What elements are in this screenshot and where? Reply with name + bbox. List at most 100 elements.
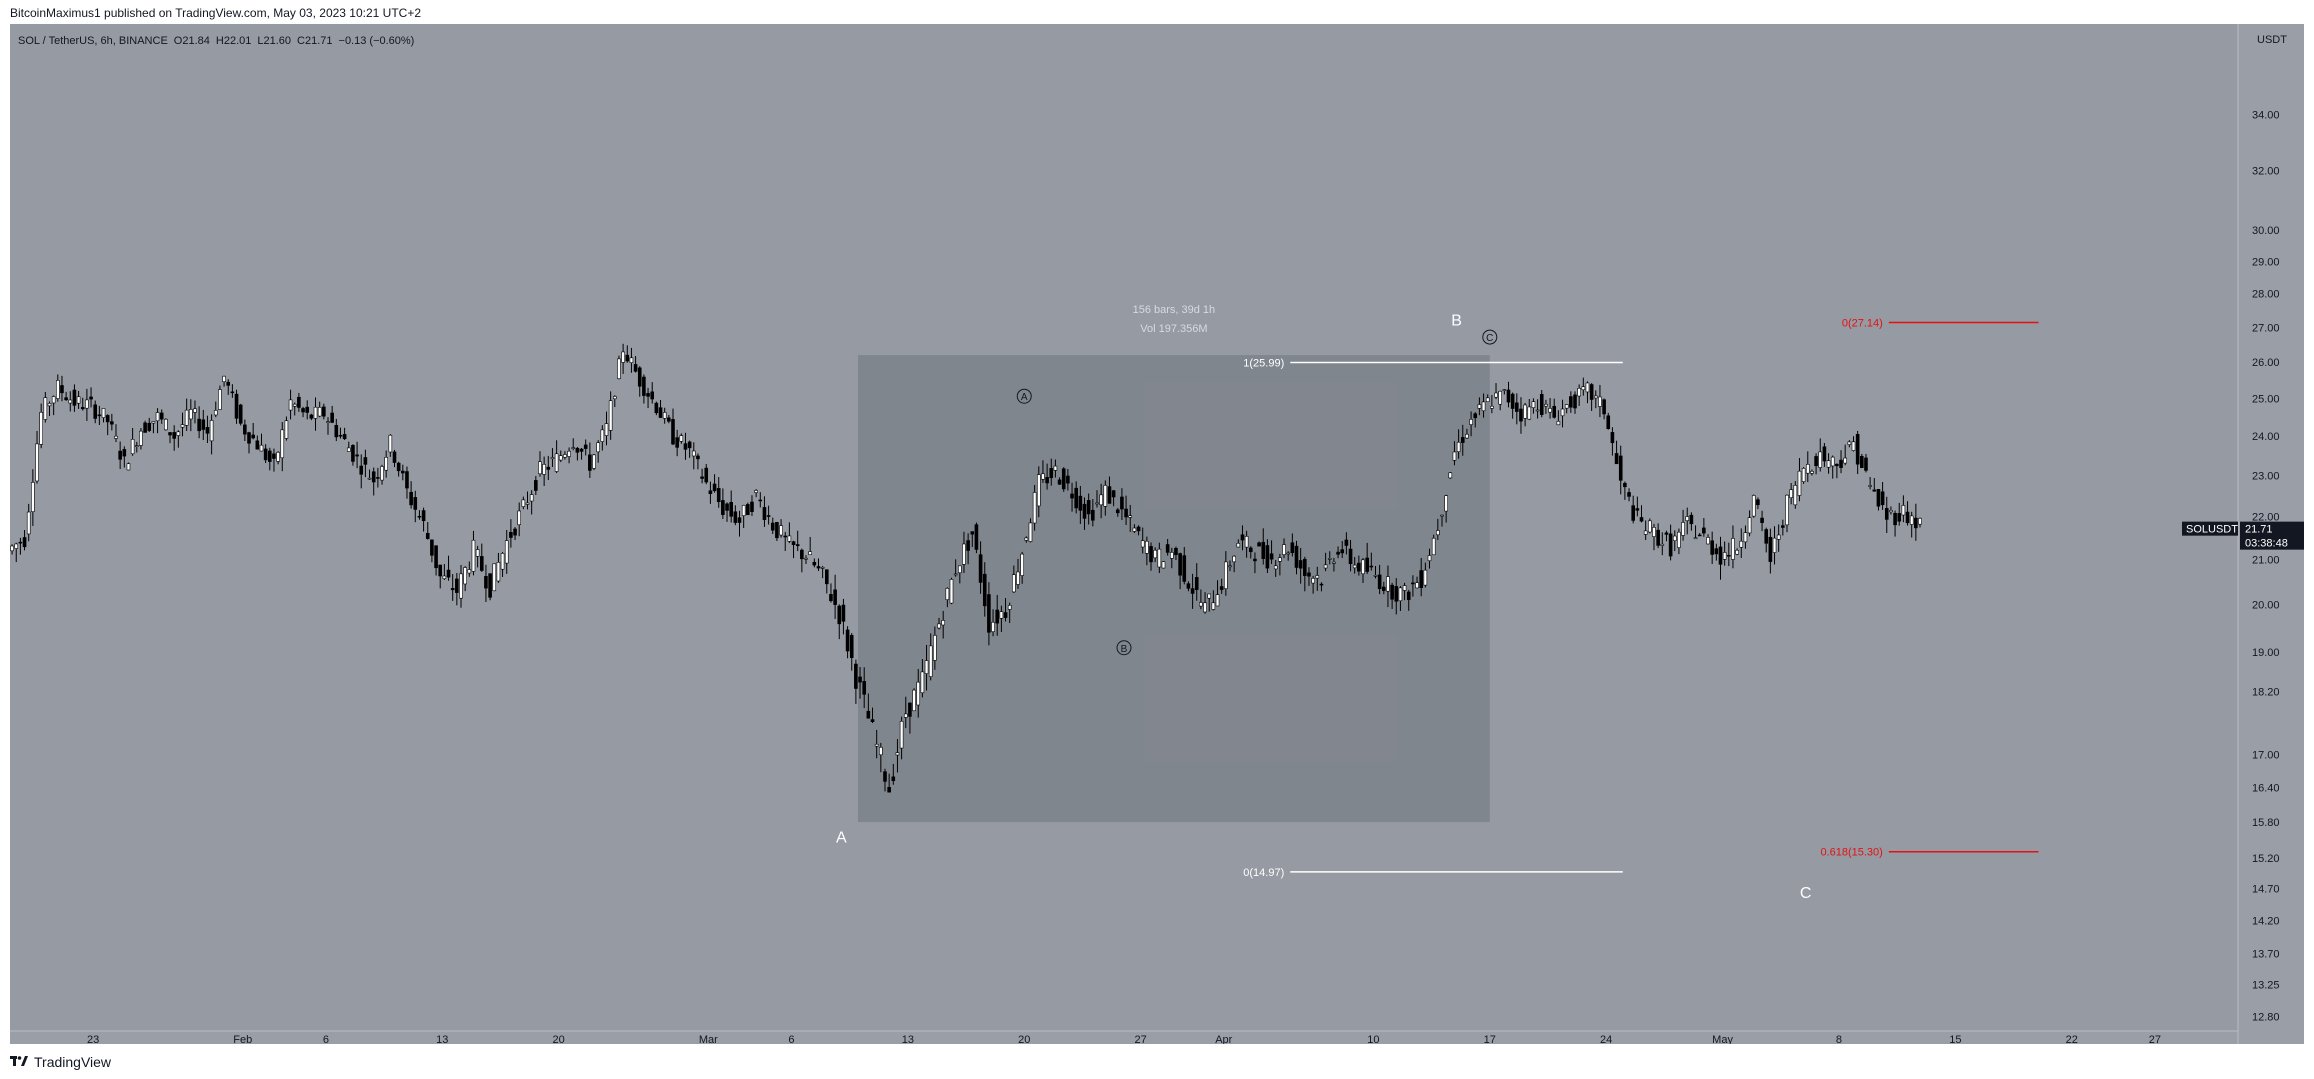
candle-body xyxy=(1623,482,1627,488)
candle-body xyxy=(31,482,35,512)
candle-body xyxy=(633,364,638,372)
candle-body xyxy=(1086,500,1091,515)
candle-body xyxy=(1128,515,1133,518)
x-tick-label: Feb xyxy=(233,1034,252,1044)
candle-body xyxy=(895,752,900,756)
candle-body xyxy=(962,543,966,565)
candle-body xyxy=(351,445,355,462)
candle-body xyxy=(209,420,214,442)
candle-body xyxy=(1007,605,1012,610)
candle-body xyxy=(941,620,945,626)
candle-body xyxy=(970,531,975,535)
candle-body xyxy=(903,713,908,718)
candle-body xyxy=(1905,511,1910,524)
candle-body xyxy=(1880,491,1885,506)
y-tick-label: 26.00 xyxy=(2252,357,2280,369)
legend-open-label: O xyxy=(174,35,183,47)
y-tick-label: 22.00 xyxy=(2252,511,2280,523)
candle-body xyxy=(554,453,559,472)
candle-body xyxy=(845,629,850,652)
candle-body xyxy=(758,499,763,502)
candle-body xyxy=(272,453,276,459)
candle-body xyxy=(326,421,330,424)
candle-body xyxy=(1481,401,1486,412)
price-axis-unit: USDT xyxy=(2257,34,2287,46)
x-tick-label: May xyxy=(1712,1034,1733,1044)
candle-body xyxy=(858,676,862,683)
candle-body xyxy=(1032,492,1037,524)
candle-body xyxy=(795,544,800,547)
y-tick-label: 32.00 xyxy=(2252,165,2280,177)
candle-body xyxy=(899,720,904,749)
candle-body xyxy=(588,454,592,471)
candle-body xyxy=(1764,529,1769,544)
candle-body xyxy=(1860,455,1864,468)
candle-body xyxy=(35,443,39,482)
candle-body xyxy=(654,402,659,414)
chart-frame[interactable]: 156 bars, 39d 1h Vol 197.356M 1(25.99) 0(1… xyxy=(10,24,2304,1044)
candle-body xyxy=(683,443,688,450)
legend-close-value: 21.71 xyxy=(305,35,333,47)
candle-body xyxy=(238,404,243,424)
candle-body xyxy=(1115,509,1120,514)
candle-body xyxy=(1045,477,1049,484)
candle-body xyxy=(496,562,501,582)
candle-body xyxy=(1436,530,1440,536)
candle-body xyxy=(1851,441,1856,451)
candle-body xyxy=(1656,529,1660,546)
x-tick-label: 6 xyxy=(323,1034,329,1044)
candle-body xyxy=(1548,408,1552,413)
candle-body xyxy=(841,604,846,622)
candle-body xyxy=(1323,564,1328,569)
candle-body xyxy=(1411,582,1415,585)
candle-body xyxy=(987,594,991,633)
y-tick-label: 34.00 xyxy=(2252,109,2280,121)
last-price-symbol: SOLUSDT xyxy=(2186,524,2238,536)
candle-body xyxy=(1419,570,1424,588)
candle-body xyxy=(1477,404,1482,409)
wave-label-major: A xyxy=(836,830,847,847)
x-tick-label: 27 xyxy=(1135,1034,1147,1044)
candle-body xyxy=(338,434,343,437)
candle-body xyxy=(1864,457,1868,471)
wave-label-circle xyxy=(1482,329,1498,345)
candle-body xyxy=(775,522,779,539)
candle-body xyxy=(1290,542,1295,554)
candle-body xyxy=(1722,552,1727,560)
candle-body xyxy=(887,787,891,793)
candle-body xyxy=(1061,468,1066,490)
candle-body xyxy=(704,467,709,483)
legend-low-value: 21.60 xyxy=(264,35,292,47)
candle-body xyxy=(1830,456,1835,467)
candle-body xyxy=(687,441,692,449)
candle-body xyxy=(849,635,854,658)
tradingview-logo[interactable]: TradingView xyxy=(10,1054,111,1070)
candle-body xyxy=(1731,538,1735,560)
x-tick-label: Mar xyxy=(699,1034,718,1044)
candle-body xyxy=(891,776,896,781)
candle-body xyxy=(1797,470,1802,496)
candle-body xyxy=(1120,496,1124,510)
candle-body xyxy=(1756,499,1760,506)
candle-body xyxy=(737,517,742,523)
candle-body xyxy=(176,431,181,436)
candle-body xyxy=(1278,557,1282,562)
candle-body xyxy=(525,502,530,505)
legend-change: −0.13 (−0.60%) xyxy=(339,35,415,47)
candle-body xyxy=(80,407,85,410)
candle-body xyxy=(413,497,418,510)
candle-body xyxy=(1174,547,1178,556)
x-tick-label: Apr xyxy=(1215,1034,1232,1044)
candle-body xyxy=(558,455,563,461)
candle-body xyxy=(450,588,455,591)
candle-body xyxy=(288,399,293,411)
candle-body xyxy=(1020,553,1024,576)
candle-body xyxy=(833,589,837,605)
x-tick-label: 17 xyxy=(1484,1034,1496,1044)
candle-body xyxy=(1315,575,1320,579)
candle-body xyxy=(1182,555,1187,582)
price-chart[interactable]: 156 bars, 39d 1h Vol 197.356M 1(25.99) 0(1… xyxy=(10,24,2304,1044)
candle-body xyxy=(1028,522,1033,542)
candle-body xyxy=(908,702,912,717)
